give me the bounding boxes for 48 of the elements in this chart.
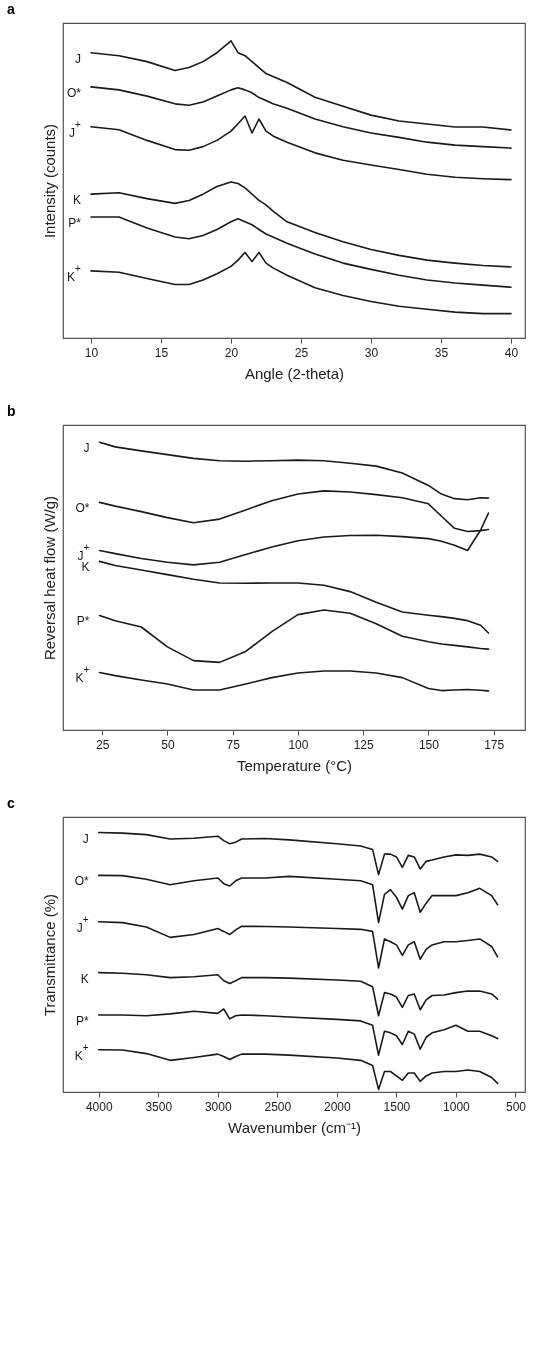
x-axis-title: Wavenumber (cm⁻¹) xyxy=(228,1118,361,1136)
x-tick-label: 10 xyxy=(84,345,99,360)
y-axis-title: Reversal heat flow (W/g) xyxy=(40,495,58,661)
series-label: P* xyxy=(76,1013,90,1028)
x-tick-label: 150 xyxy=(418,737,440,752)
x-tick-label: 20 xyxy=(224,345,239,360)
x-tick-label: 15 xyxy=(154,345,169,360)
y-axis-title: Transmittance (%) xyxy=(40,894,58,1016)
series-label: O* xyxy=(75,501,90,516)
x-tick-label: 2500 xyxy=(264,1099,292,1114)
series-label: J xyxy=(75,51,81,66)
x-axis-title: Temperature (°C) xyxy=(236,756,353,774)
x-tick-label: 30 xyxy=(364,345,379,360)
series-label: K+ xyxy=(66,262,81,284)
x-tick-label: 40 xyxy=(504,345,519,360)
chart-title: a xyxy=(7,1,15,17)
series-label: P* xyxy=(76,614,90,629)
y-axis-title: Intensity (counts) xyxy=(40,123,58,239)
x-tick-label: 25 xyxy=(95,737,110,752)
chart-title: b xyxy=(7,403,16,419)
x-tick-label: 4000 xyxy=(85,1099,113,1114)
series-label: J+ xyxy=(76,913,89,935)
x-tick-label: 2000 xyxy=(324,1099,352,1114)
x-tick-label: 3000 xyxy=(204,1099,232,1114)
x-tick-label: 125 xyxy=(353,737,374,752)
series-label: J xyxy=(82,831,89,846)
x-tick-label: 75 xyxy=(226,737,241,752)
x-tick-label: 1500 xyxy=(383,1099,411,1114)
series-label: K+ xyxy=(75,664,90,686)
series-label: O* xyxy=(74,874,90,889)
x-tick-label: 50 xyxy=(161,737,175,752)
series-label: O* xyxy=(66,85,82,100)
x-axis-title: Angle (2-theta) xyxy=(244,364,345,382)
x-tick-label: 3500 xyxy=(145,1099,173,1114)
series-label: K xyxy=(81,560,90,575)
x-tick-label: 100 xyxy=(288,737,309,752)
series-label: K xyxy=(80,971,89,986)
x-tick-label: 25 xyxy=(294,345,309,360)
series-label: K+ xyxy=(74,1041,89,1063)
x-tick-label: 500 xyxy=(505,1099,527,1114)
series-label: J+ xyxy=(69,118,81,140)
series-label: J xyxy=(83,441,90,456)
series-label: K xyxy=(72,193,81,208)
chart-title: c xyxy=(7,795,15,811)
x-tick-label: 1000 xyxy=(443,1099,471,1114)
x-tick-label: 175 xyxy=(484,737,505,752)
series-label: P* xyxy=(68,216,82,231)
x-tick-label: 35 xyxy=(434,345,449,360)
